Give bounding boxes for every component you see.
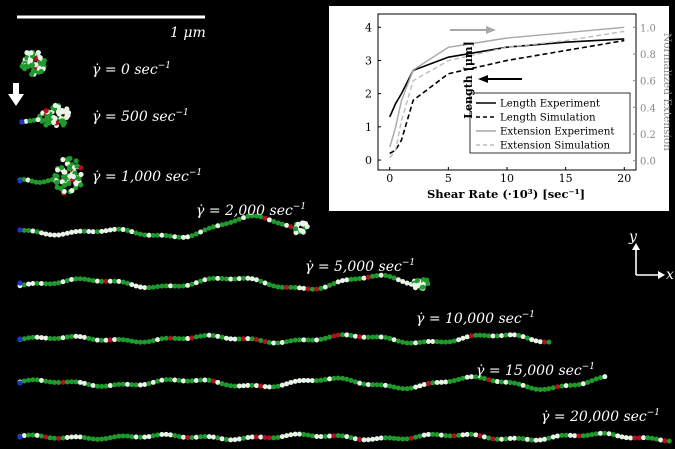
rate-label-1: γ̇ = 500 sec−1 [92, 108, 189, 125]
y-tick-label-right: 0.4 [640, 103, 656, 114]
arrow-left-annotation [478, 75, 522, 83]
x-tick-label: 10 [500, 172, 514, 185]
chain-7 [17, 430, 672, 444]
chart-legend: Length Experiment Length Simulation Extens… [469, 92, 631, 154]
y-tick-label-left: 0 [365, 154, 372, 167]
polymer-chains [17, 49, 672, 444]
scale-bar-label: 1 μm [170, 25, 206, 41]
inset-chart: 0 5 10 15 20 0 1 2 3 4 0.0 0.2 0.4 0.6 0.8 1.0 Length Ex… [327, 4, 673, 213]
y-axis-label-right: Normalized Extension [661, 33, 673, 151]
chain-0 [19, 49, 47, 77]
x-tick-label: 0 [386, 172, 393, 185]
arrow-right-icon [658, 271, 665, 279]
arrow-right-annotation [450, 26, 496, 34]
y-tick-label-right: 0.8 [640, 50, 656, 61]
rate-label-2: γ̇ = 1,000 sec−1 [92, 168, 202, 185]
chain-5 [17, 332, 552, 346]
legend-entry: Length Simulation [500, 113, 596, 124]
series-line-2 [389, 26, 625, 148]
chain-1 [19, 102, 72, 129]
axis-x-label: x [666, 267, 674, 283]
y-tick-label-right: 0.0 [640, 157, 656, 168]
chain-6 [17, 374, 608, 393]
rate-label-6: γ̇ = 15,000 sec−1 [476, 362, 595, 379]
x-tick-label: 15 [559, 172, 573, 185]
y-tick-label-right: 0.6 [640, 77, 656, 88]
y-tick-label-left: 3 [365, 54, 372, 67]
x-axis-label: Shear Rate (·10³) [sec⁻¹] [427, 187, 585, 201]
series-line-0 [388, 38, 625, 118]
arrow-up-icon [632, 243, 640, 250]
axes-indicator: y x [628, 229, 674, 283]
rate-label-0: γ̇ = 0 sec−1 [92, 61, 171, 78]
rate-label-4: γ̇ = 5,000 sec−1 [305, 258, 415, 275]
x-tick-label: 5 [445, 172, 452, 185]
shear-rate-labels: γ̇ = 0 sec−1 γ̇ = 500 sec−1 γ̇ = 1,000 s… [92, 61, 660, 425]
rate-label-3: γ̇ = 2,000 sec−1 [196, 202, 306, 219]
rate-label-7: γ̇ = 20,000 sec−1 [541, 408, 660, 425]
rate-label-5: γ̇ = 10,000 sec−1 [416, 310, 535, 327]
y-tick-label-left: 1 [365, 121, 372, 134]
scale-bar: 1 μm [17, 15, 206, 41]
axis-y-label: y [628, 229, 638, 245]
chain-4 [17, 272, 431, 292]
y-tick-label-right: 1.0 [640, 23, 656, 34]
y-axis-label-left: Length [μm] [462, 41, 475, 118]
legend-entry: Extension Experiment [500, 127, 615, 138]
x-tick-label: 20 [617, 172, 631, 185]
chain-2 [17, 155, 84, 196]
y-tick-label-left: 2 [365, 88, 372, 101]
legend-box [469, 92, 631, 154]
legend-entry: Length Experiment [500, 99, 601, 110]
plot-area: 0 5 10 15 20 0 1 2 3 4 0.0 0.2 0.4 0.6 0.8 1.0 Length Ex… [365, 13, 656, 185]
chain-3 [17, 213, 310, 240]
legend-entry: Extension Simulation [500, 141, 611, 152]
y-tick-label-left: 4 [365, 21, 372, 34]
down-arrow-icon [8, 83, 24, 106]
y-tick-label-right: 0.2 [640, 130, 656, 141]
